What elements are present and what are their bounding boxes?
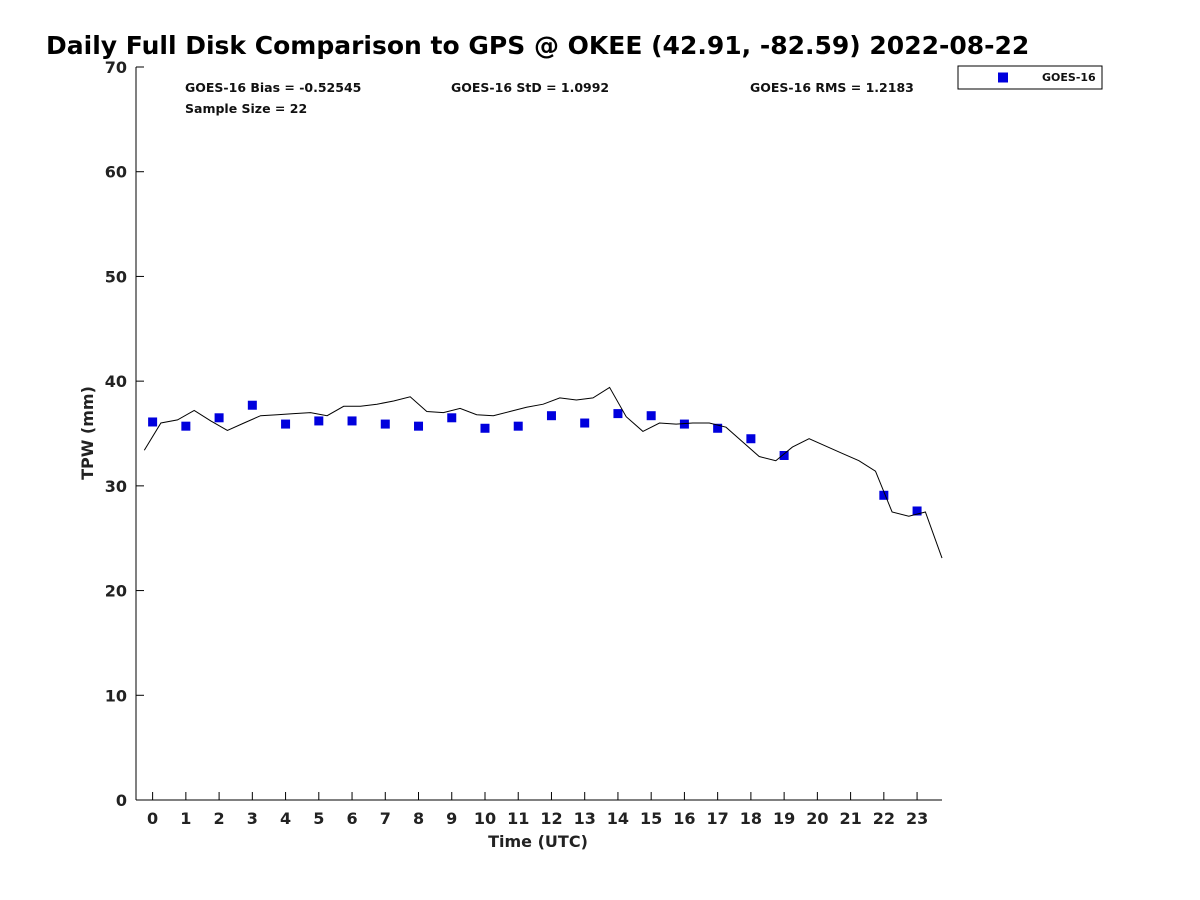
data-point-goes16 — [347, 416, 357, 426]
data-point-goes16 — [646, 411, 656, 421]
x-tick-label: 11 — [507, 809, 529, 828]
y-axis-label: TPW (mm) — [78, 386, 97, 480]
legend-marker-goes16 — [998, 72, 1008, 83]
x-tick-label: 7 — [380, 809, 391, 828]
x-tick-label: 14 — [607, 809, 629, 828]
gps-line — [143, 386, 943, 559]
data-point-goes16 — [414, 421, 424, 431]
y-tick-label: 40 — [105, 372, 127, 391]
legend-box — [957, 65, 1103, 90]
data-point-goes16 — [247, 400, 257, 410]
x-tick-label: 10 — [474, 809, 496, 828]
x-tick-label: 19 — [773, 809, 795, 828]
data-point-goes16 — [380, 419, 390, 429]
y-tick-label: 20 — [105, 582, 127, 601]
y-tick-label: 10 — [105, 686, 127, 705]
x-tick-label: 15 — [640, 809, 662, 828]
x-tick-label: 13 — [574, 809, 596, 828]
y-tick-label: 70 — [105, 58, 127, 77]
chart-title: Daily Full Disk Comparison to GPS @ OKEE… — [46, 31, 1029, 60]
data-point-goes16 — [546, 411, 556, 421]
legend: GOES-16 — [957, 65, 1103, 90]
x-tick-label: 23 — [906, 809, 928, 828]
data-point-goes16 — [613, 409, 623, 419]
x-tick-label: 0 — [147, 809, 158, 828]
x-tick-label: 6 — [346, 809, 357, 828]
stat-rms: GOES-16 RMS = 1.2183 — [750, 80, 914, 95]
data-point-goes16 — [879, 490, 889, 500]
x-tick-label: 12 — [540, 809, 562, 828]
x-tick-label: 16 — [673, 809, 695, 828]
x-tick-label: 22 — [873, 809, 895, 828]
data-point-goes16 — [314, 416, 324, 426]
data-point-goes16 — [513, 421, 523, 431]
y-tick-label: 60 — [105, 163, 127, 182]
x-tick-label: 18 — [740, 809, 762, 828]
x-tick-label: 5 — [313, 809, 324, 828]
x-tick-label: 9 — [446, 809, 457, 828]
stat-std: GOES-16 StD = 1.0992 — [451, 80, 609, 95]
x-axis-label: Time (UTC) — [488, 832, 588, 851]
x-tick-label: 17 — [707, 809, 729, 828]
x-tick-label: 21 — [839, 809, 861, 828]
x-tick-label: 3 — [247, 809, 258, 828]
y-tick-label: 50 — [105, 267, 127, 286]
data-point-goes16 — [679, 419, 689, 429]
legend-label-goes16: GOES-16 — [1042, 71, 1096, 84]
data-point-goes16 — [181, 421, 191, 431]
stat-bias: GOES-16 Bias = -0.52545 — [185, 80, 361, 95]
data-point-goes16 — [912, 506, 922, 516]
x-tick-label: 4 — [280, 809, 291, 828]
x-tick-label: 1 — [180, 809, 191, 828]
data-point-goes16 — [148, 417, 158, 427]
stat-sample-size: Sample Size = 22 — [185, 101, 307, 116]
x-tick-label: 8 — [413, 809, 424, 828]
data-point-goes16 — [447, 413, 457, 423]
data-point-goes16 — [779, 450, 789, 460]
data-point-goes16 — [746, 434, 756, 444]
x-tick-label: 2 — [214, 809, 225, 828]
data-point-goes16 — [480, 423, 490, 433]
y-tick-label: 0 — [116, 791, 127, 810]
stats-annotations: GOES-16 Bias = -0.52545 GOES-16 StD = 1.… — [185, 80, 914, 116]
data-point-goes16 — [580, 418, 590, 428]
data-point-goes16 — [214, 413, 224, 423]
x-tick-label: 20 — [806, 809, 828, 828]
y-tick-label: 30 — [105, 477, 127, 496]
data-point-goes16 — [281, 419, 291, 429]
data-point-goes16 — [713, 423, 723, 433]
